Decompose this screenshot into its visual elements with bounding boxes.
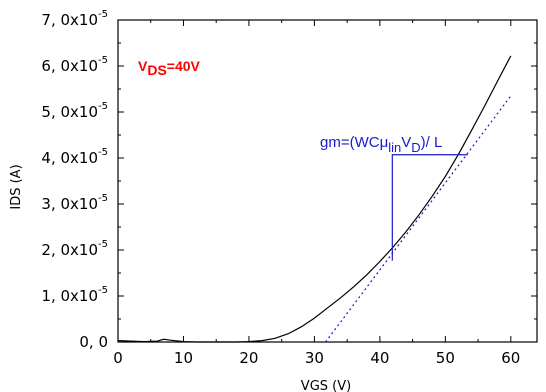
x-tick-label: 10 xyxy=(174,349,193,367)
x-tick-label: 30 xyxy=(305,349,324,367)
ids-curve xyxy=(117,55,512,343)
y-axis-label: IDS (A) xyxy=(9,164,24,209)
vds-main: V xyxy=(138,58,148,74)
linear-fit-line xyxy=(325,95,512,343)
y-tick-label: 6, 0x10-5 xyxy=(41,55,108,75)
gm-sub-lin: lin xyxy=(388,140,401,155)
vds-rest: =40V xyxy=(167,58,201,74)
gm-post: )/ L xyxy=(421,134,443,151)
slope-triangle-legs xyxy=(391,154,468,261)
gm-sub-d: D xyxy=(411,140,420,155)
x-tick-label: 40 xyxy=(370,349,389,367)
vds-subscript: DS xyxy=(147,62,166,78)
gm-annotation: gm=(WCμlinVD)/ L xyxy=(320,134,442,155)
x-axis-label: VGS (V) xyxy=(301,379,351,392)
y-tick-label: 5, 0x10-5 xyxy=(41,101,108,121)
gm-pre: gm=(WCμ xyxy=(320,134,388,151)
slope-triangle xyxy=(391,154,468,261)
gm-mid: V xyxy=(401,134,411,151)
y-tick-label: 7, 0x10-5 xyxy=(41,9,108,29)
x-axis-ticks: 0 10 20 30 40 50 60 xyxy=(113,20,520,367)
x-tick-label: 60 xyxy=(501,349,520,367)
x-tick-label: 50 xyxy=(436,349,455,367)
y-tick-label: 0, 0 xyxy=(79,333,108,351)
y-tick-label: 1, 0x10-5 xyxy=(41,285,108,305)
x-tick-label: 0 xyxy=(113,349,123,367)
y-axis-ticks: 0, 0 1, 0x10-5 2, 0x10-5 3, 0x10-5 4, 0x10-5… xyxy=(41,9,537,351)
x-tick-label: 20 xyxy=(239,349,258,367)
vds-annotation: VDS=40V xyxy=(138,58,201,78)
y-tick-label: 3, 0x10-5 xyxy=(41,193,108,213)
y-tick-label: 4, 0x10-5 xyxy=(41,147,108,167)
y-tick-label: 2, 0x10-5 xyxy=(41,239,108,259)
series-layer xyxy=(117,55,512,343)
